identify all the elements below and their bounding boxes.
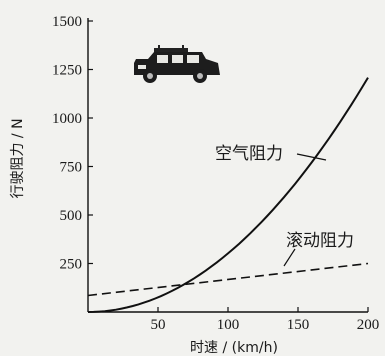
y-tick-label: 1250	[52, 63, 82, 79]
series-group	[87, 77, 369, 313]
x-tick-label: 200	[357, 317, 380, 333]
x-tick-label: 100	[217, 317, 240, 333]
x-tick-label: 150	[287, 317, 310, 333]
labels-group: 250 500 750 1000 1250 1500 50 100 150 200 时速 / (km…	[10, 14, 379, 356]
tick-marks	[88, 20, 369, 312]
y-tick-label: 1500	[52, 14, 82, 30]
rolling-resistance-label: 滚动阻力	[286, 231, 354, 251]
rolling-resistance-line	[87, 262, 369, 297]
x-axis-title: 时速 / (km/h)	[190, 340, 278, 356]
y-tick-label: 500	[60, 208, 83, 224]
y-tick-label: 750	[60, 160, 83, 176]
y-tick-label: 250	[60, 257, 83, 273]
y-axis-title: 行驶阻力 / N	[10, 118, 26, 198]
jeep-icon	[134, 45, 220, 83]
air-resistance-label: 空气阻力	[215, 144, 283, 164]
air-label-leader	[296, 153, 327, 161]
rolling-label-leader	[283, 248, 296, 267]
x-tick-label: 50	[151, 317, 166, 333]
y-tick-label: 1000	[52, 111, 82, 127]
air-resistance-line	[87, 77, 369, 313]
